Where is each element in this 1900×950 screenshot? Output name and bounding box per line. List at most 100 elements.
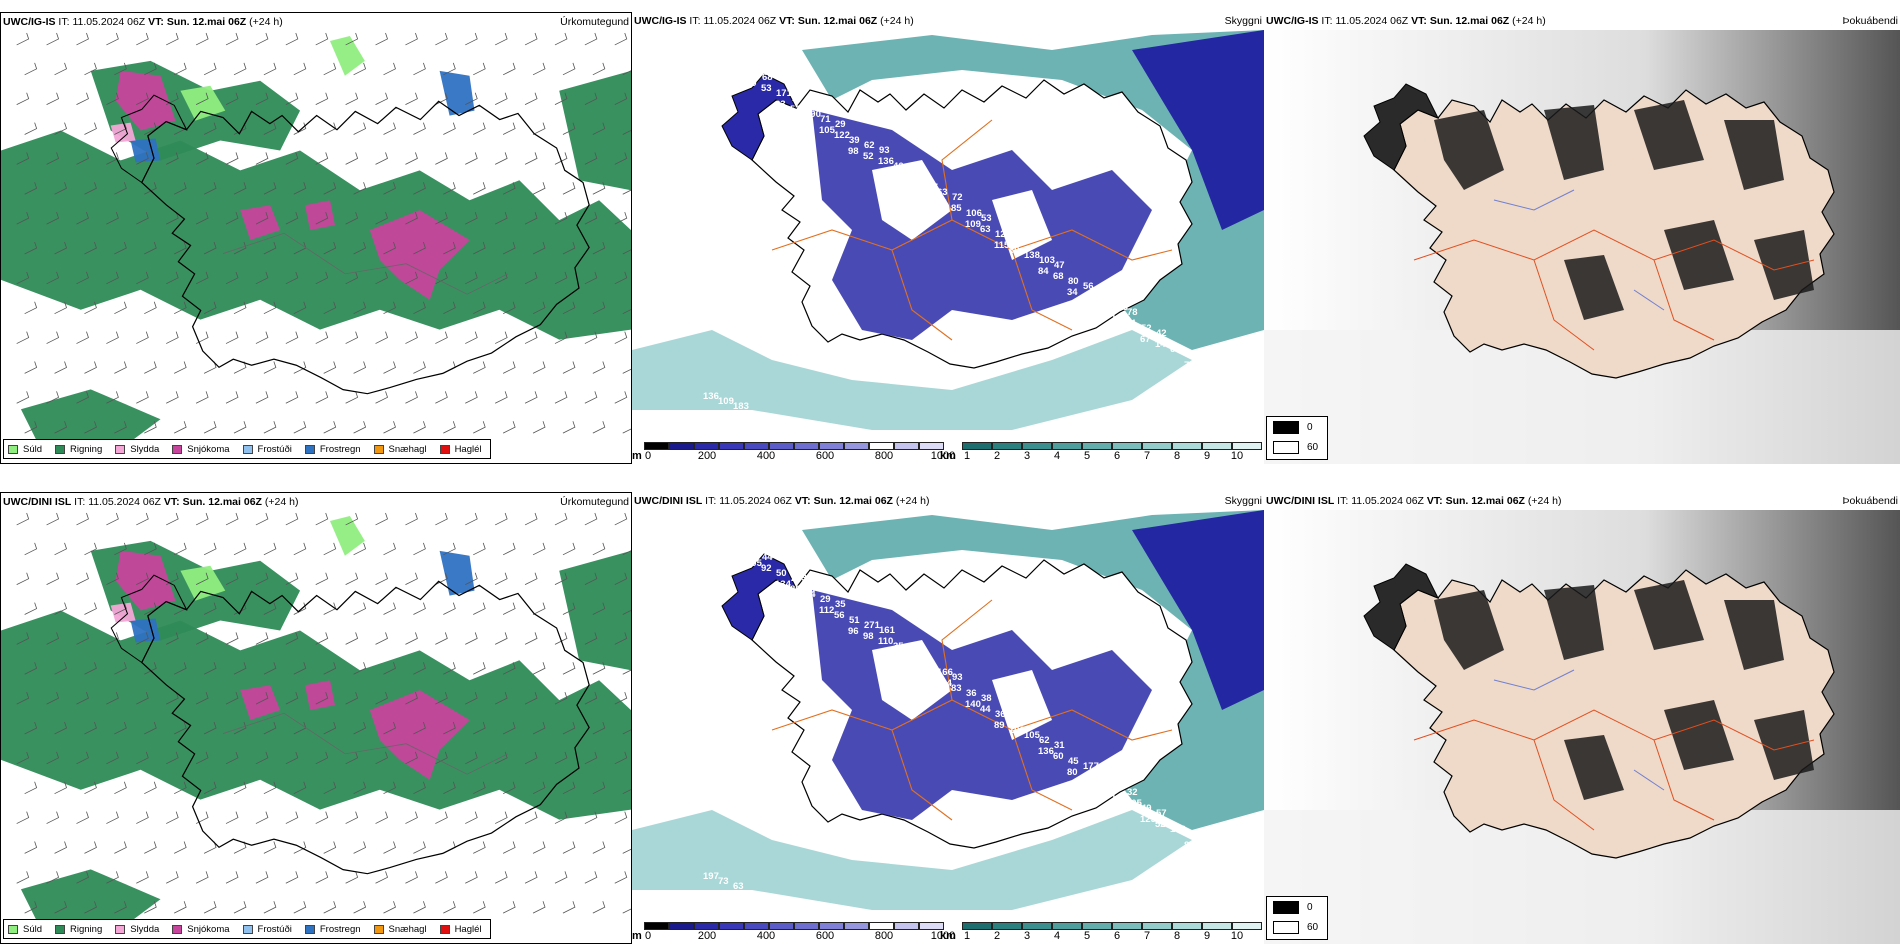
visibility-color-swatch — [1172, 922, 1202, 930]
visibility-value-label: 197 — [703, 871, 719, 882]
visibility-value-label: 46 — [893, 161, 904, 172]
visibility-value-label: 41 — [1112, 782, 1123, 793]
visibility-value-label: 62 — [732, 62, 743, 73]
legend-item: Slydda — [115, 444, 159, 455]
visibility-value-label: 43 — [908, 646, 919, 657]
visibility-value-label: 79 — [746, 78, 757, 89]
visibility-value-label: 31 — [1054, 740, 1065, 751]
panel-title: Þokuábendi — [1842, 495, 1898, 507]
ceiling-color-swatch — [819, 442, 844, 450]
ceiling-color-swatch — [644, 922, 669, 930]
panel-title: Úrkomutegund — [560, 496, 629, 508]
visibility-value-label: 62 — [864, 140, 875, 151]
visibility-value-label: 62 — [1039, 735, 1050, 746]
visibility-tick: 2 — [993, 450, 1001, 462]
visibility-tick: 4 — [1053, 930, 1061, 942]
vt-label: VT: — [163, 496, 180, 508]
visibility-tick: 3 — [1023, 930, 1031, 942]
visibility-value-label: 97 — [892, 172, 903, 183]
ceiling-tick: 800 — [874, 930, 894, 942]
vt-value: Sun. 12.mai 06Z — [182, 496, 262, 508]
visibility-panel-row1: UWC/IG-IS IT: 11.05.2024 06Z VT: Sun. 12… — [632, 12, 1264, 464]
visibility-value-label: 52 — [1199, 365, 1210, 376]
visibility-value-label: 64 — [907, 177, 918, 188]
panel-header: UWC/DINI ISL IT: 11.05.2024 06Z VT: Sun.… — [3, 495, 629, 509]
visibility-value-label: 42 — [1229, 855, 1240, 866]
model-name: UWC/DINI ISL — [3, 496, 72, 508]
visibility-value-label: 105 — [746, 558, 763, 569]
visibility-value-label: 29 — [835, 119, 846, 130]
lead-time: (+24 h) — [895, 495, 930, 507]
visibility-value-label: 55 — [747, 67, 758, 78]
legend-swatch — [439, 924, 450, 934]
ceiling-color-swatch — [744, 922, 769, 930]
visibility-value-label: 73 — [791, 93, 802, 104]
visibility-value-label: 73 — [718, 876, 729, 887]
precip-map[interactable] — [1, 511, 631, 943]
visibility-value-label: 106 — [966, 208, 982, 219]
legend-item: Súld — [8, 444, 42, 455]
visibility-value-label: 141 — [1185, 349, 1202, 360]
legend-item: Snæhagl — [373, 444, 427, 455]
visibility-value-label: 36 — [966, 688, 977, 699]
legend-label: Snjókoma — [187, 443, 230, 455]
fog-legend-swatch — [1273, 920, 1299, 934]
visibility-value-label: 29 — [820, 594, 831, 605]
visibility-value-label: 190 — [805, 109, 821, 120]
model-name: UWC/IG-IS — [3, 16, 56, 28]
it-label: IT: — [689, 15, 701, 27]
ceiling-unit: m — [632, 450, 642, 462]
panel-title: Skyggni — [1224, 495, 1262, 507]
fog-map[interactable] — [1264, 510, 1900, 944]
visibility-value-label: 68 — [1053, 271, 1064, 282]
fog-legend-label: 60 — [1307, 921, 1319, 933]
vt-value: Sun. 12.mai 06Z — [1429, 15, 1510, 27]
visibility-color-swatch — [992, 442, 1022, 450]
it-value: 11.05.2024 06Z — [72, 16, 146, 28]
it-label: IT: — [1321, 15, 1333, 27]
visibility-value-label: 63 — [733, 881, 744, 892]
visibility-value-label: 67 — [1140, 334, 1151, 345]
visibility-value-label: 313 — [1112, 302, 1128, 313]
vt-label: VT: — [148, 16, 164, 28]
visibility-color-swatch — [1112, 442, 1142, 450]
visibility-value-label: 38 — [1010, 234, 1021, 245]
legend-label: Haglél — [454, 443, 482, 455]
fog-legend-label: 0 — [1307, 901, 1313, 913]
visibility-value-label: 110 — [878, 636, 893, 647]
ceiling-colorbar — [644, 922, 944, 930]
visibility-map[interactable]: 105 83 98 147 115 34 67 52 79 105 97 109 84 100 74 76 52… — [632, 30, 1264, 438]
visibility-color-swatch — [1022, 922, 1052, 930]
visibility-color-swatch — [1082, 442, 1112, 450]
visibility-value-label: 52 — [1213, 381, 1224, 392]
ceiling-color-swatch — [719, 922, 744, 930]
visibility-value-label: 121 — [1199, 845, 1216, 856]
visibility-value-label: 67 — [1082, 772, 1093, 783]
it-label: IT: — [74, 496, 86, 508]
legend-swatch — [55, 444, 66, 454]
vt-value: Sun. 12.mai 06Z — [797, 15, 878, 27]
visibility-value-label: 198 — [806, 578, 822, 589]
visibility-color-swatch — [1052, 442, 1082, 450]
precip-map[interactable] — [1, 31, 631, 463]
visibility-value-label: 107 — [1214, 370, 1230, 381]
visibility-value-label: 96 — [848, 626, 859, 637]
it-value: 11.05.2024 06Z — [1351, 495, 1424, 507]
legend-swatch — [172, 444, 183, 454]
visibility-value-label: 44 — [980, 704, 991, 715]
fog-map[interactable] — [1264, 30, 1900, 464]
visibility-color-swatch — [962, 442, 992, 450]
visibility-value-label: 184 — [1214, 850, 1231, 861]
legend-label: Snjókoma — [187, 923, 230, 935]
legend-swatch — [304, 924, 315, 934]
visibility-value-label: 161 — [879, 625, 896, 636]
visibility-tick: 9 — [1203, 930, 1211, 942]
visibility-color-swatch — [962, 922, 992, 930]
ceiling-color-swatch — [919, 442, 944, 450]
visibility-map[interactable]: 170 134 96 120 89 80 125 70 105 112 156 140 136 140 80… — [632, 510, 1264, 918]
visibility-tick: 7 — [1143, 450, 1151, 462]
visibility-value-label: 39 — [849, 135, 860, 146]
visibility-value-label: 177 — [1083, 761, 1099, 772]
visibility-value-label: 367 — [922, 182, 938, 193]
visibility-value-label: 63 — [937, 187, 948, 198]
